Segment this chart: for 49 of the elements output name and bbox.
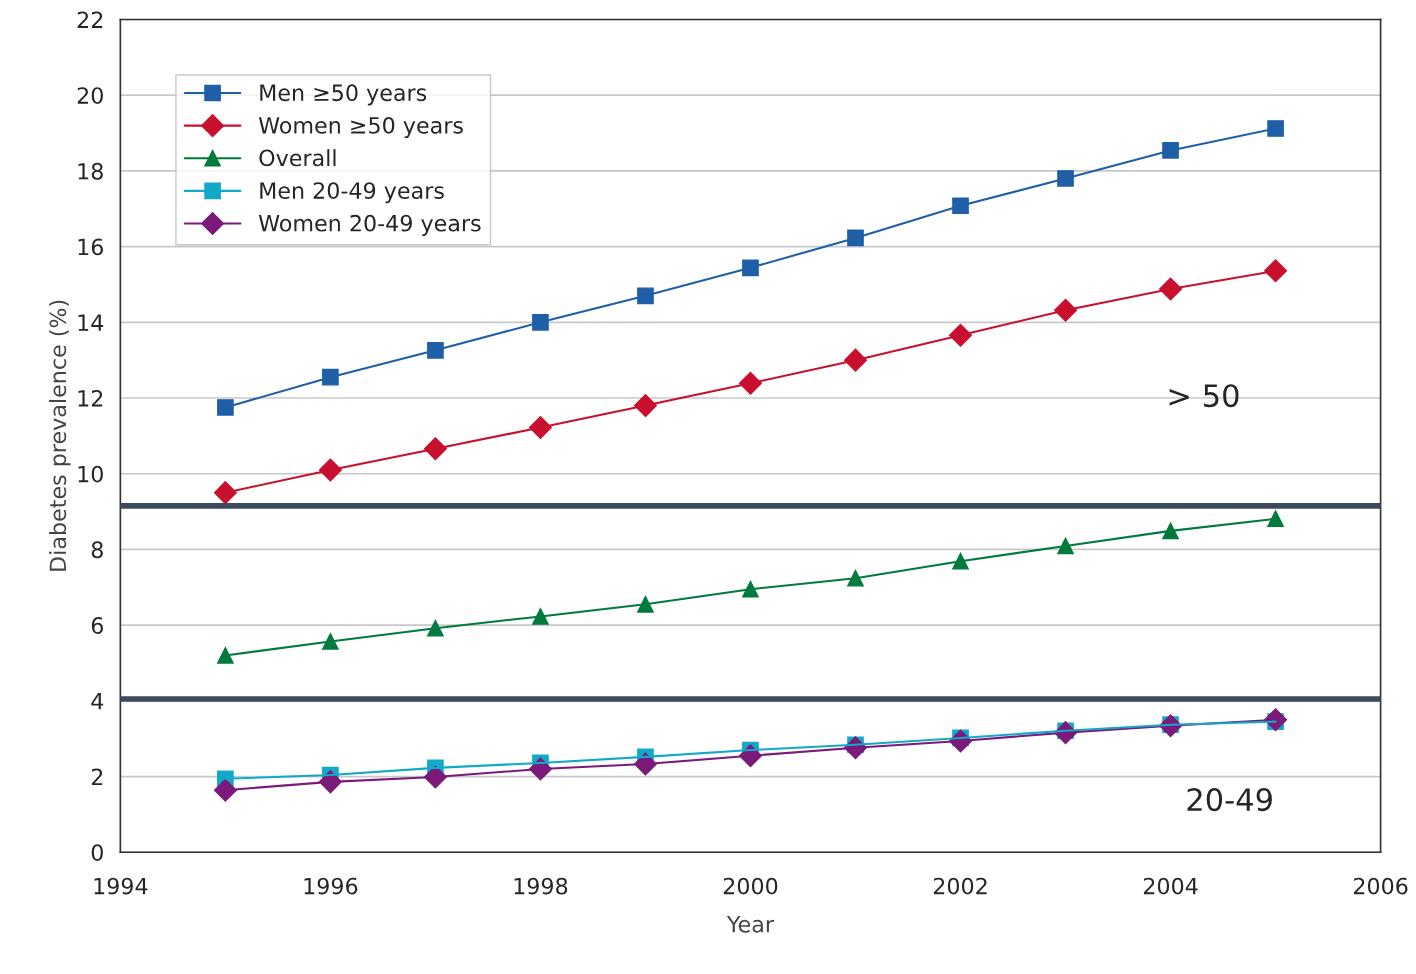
y-axis-title: Diabetes prevalence (%) <box>49 300 71 571</box>
y-tick-label: 0 <box>91 844 103 862</box>
annotation: > 50 <box>1169 384 1239 408</box>
point <box>532 608 549 625</box>
point <box>1057 170 1074 187</box>
point <box>213 778 237 802</box>
y-tick-label: 12 <box>78 389 103 407</box>
point <box>322 368 339 386</box>
y-tick-label: 22 <box>77 11 103 28</box>
x-axis-title: Year <box>726 916 775 933</box>
point <box>1162 142 1179 159</box>
y-tick-label: 8 <box>91 541 103 559</box>
x-tick-label: 1996 <box>304 877 358 895</box>
y-tick-label: 4 <box>91 693 104 710</box>
point <box>322 633 339 650</box>
y-tick-label: 18 <box>78 162 103 180</box>
point <box>742 580 759 598</box>
point <box>637 595 654 613</box>
point <box>213 481 237 505</box>
legend-label: Men 20-49 years <box>260 182 444 204</box>
x-tick-label: 2000 <box>723 877 778 895</box>
y-tick-label: 10 <box>78 465 103 483</box>
y-tick-label: 6 <box>91 617 103 634</box>
x-tick-label: 1994 <box>94 877 148 895</box>
point <box>952 197 969 215</box>
legend-label: Women 20-49 years <box>258 214 481 236</box>
legend-label: Men ≥50 years <box>260 84 427 106</box>
x-tick-label: 2004 <box>1143 877 1198 895</box>
y-tick-label: 20 <box>77 87 103 104</box>
point <box>217 647 234 664</box>
point <box>427 341 444 359</box>
x-tick-label: 1998 <box>514 877 568 895</box>
point <box>217 399 234 416</box>
legend-label: Women ≥50 years <box>258 116 463 139</box>
legend-label: Overall <box>259 149 336 167</box>
y-tick-label: 14 <box>78 314 104 331</box>
point <box>637 287 654 305</box>
point <box>847 569 864 587</box>
annotation: 20-49 <box>1187 788 1272 812</box>
x-tick-label: 2006 <box>1353 877 1408 895</box>
point <box>1264 259 1288 283</box>
point <box>532 313 549 331</box>
point <box>1267 120 1284 137</box>
x-tick-label: 2002 <box>933 877 987 895</box>
point <box>1054 298 1078 322</box>
point <box>1267 510 1284 528</box>
y-tick-label: 16 <box>78 238 103 256</box>
point <box>742 259 759 277</box>
y-tick-label: 2 <box>91 768 103 785</box>
